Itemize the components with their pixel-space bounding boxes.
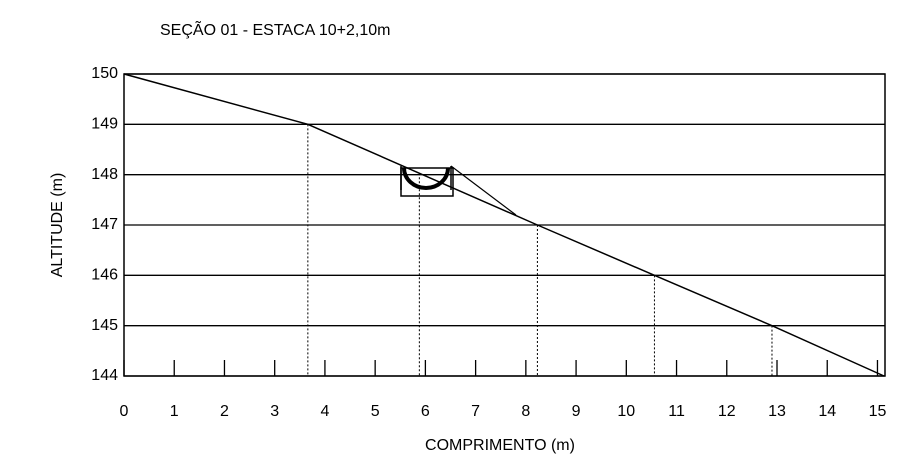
y-axis-label: ALTITUDE (m) [49, 173, 66, 278]
x-tick-label: 4 [320, 403, 329, 420]
y-tick-label: 150 [91, 65, 118, 82]
x-tick-label: 13 [768, 403, 786, 420]
x-tick-label: 0 [120, 403, 129, 420]
plot-frame [123, 73, 886, 377]
x-tick-label: 10 [617, 403, 635, 420]
y-tick-label: 147 [91, 216, 118, 233]
x-tick-label: 14 [818, 403, 836, 420]
y-tick-label: 146 [91, 267, 118, 284]
x-tick-label: 1 [170, 403, 179, 420]
x-tick-label: 5 [371, 403, 380, 420]
y-tick-label: 149 [91, 116, 118, 133]
ditch-arc [402, 167, 450, 190]
x-axis-label: COMPRIMENTO (m) [425, 437, 575, 454]
x-tick-label: 8 [521, 403, 530, 420]
x-tick-label: 7 [471, 403, 480, 420]
ditch-slope [450, 165, 517, 216]
y-tick-label: 148 [91, 166, 118, 183]
chart-title: SEÇÃO 01 - ESTACA 10+2,10m [160, 19, 390, 39]
x-tick-label: 15 [869, 403, 887, 420]
x-tick-label: 2 [220, 403, 229, 420]
x-tick-label: 3 [270, 403, 279, 420]
y-tick-label: 145 [91, 317, 118, 334]
y-tick-label: 144 [91, 367, 118, 384]
x-tick-label: 11 [668, 403, 685, 420]
x-tick-label: 9 [572, 403, 581, 420]
x-tick-label: 12 [718, 403, 736, 420]
terrain-line [123, 73, 885, 377]
x-tick-label: 6 [421, 403, 430, 420]
